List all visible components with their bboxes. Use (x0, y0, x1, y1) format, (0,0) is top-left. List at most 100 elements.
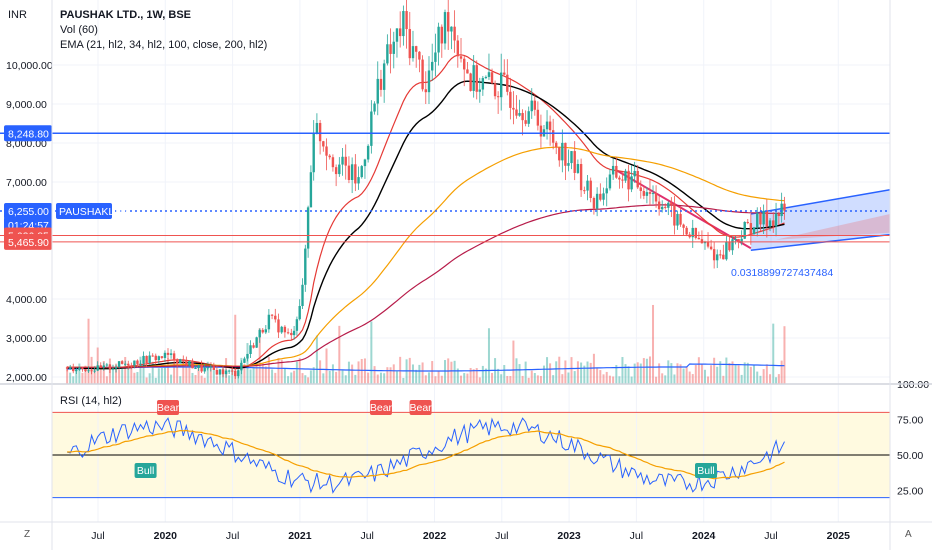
candle-body (312, 133, 315, 173)
volume-bar (228, 375, 231, 384)
candle-body (154, 355, 157, 361)
volume-bar (664, 375, 667, 384)
volume-bar (536, 375, 539, 384)
candle-body (725, 241, 728, 260)
volume-bar (437, 370, 440, 384)
candle-body (651, 193, 655, 195)
volume-bar (645, 358, 648, 384)
volume-bar (602, 374, 605, 384)
candle-body (712, 249, 716, 261)
volume-bar (188, 367, 191, 384)
candle-body (527, 111, 530, 124)
candle-body (127, 363, 130, 366)
candle-body (670, 202, 673, 205)
candle-body (139, 363, 142, 365)
volume-bar (652, 304, 655, 384)
candle-body (350, 164, 354, 180)
candle-body (373, 103, 376, 112)
candle-body (221, 369, 225, 375)
candle-body (506, 74, 509, 92)
candle-body (621, 179, 624, 181)
volume-bar (772, 323, 775, 384)
signal-bear-bg (369, 400, 392, 415)
volume-bar (347, 361, 350, 384)
volume-bar (212, 370, 215, 384)
candle-body (430, 61, 434, 71)
candle-body (255, 337, 258, 348)
candle-body (481, 78, 485, 90)
volume-bar (307, 377, 310, 384)
candle-body (267, 314, 271, 330)
channel-lower (750, 233, 891, 251)
volume-bar (121, 368, 124, 384)
symbol-tag-bg (56, 203, 112, 220)
volume-bar (72, 376, 75, 384)
volume-bar (246, 343, 249, 384)
timezone-button[interactable]: Z (24, 529, 31, 540)
volume-bar (421, 362, 424, 384)
volume-bar (84, 365, 87, 384)
volume-bar (293, 370, 296, 384)
signal-bear-bg (409, 400, 432, 415)
signal-bear-bg (157, 400, 179, 415)
volume-bar (434, 376, 437, 384)
price-tag-text: 5,465.90 (8, 237, 49, 249)
candle-body (768, 220, 772, 227)
candle-body (561, 142, 564, 161)
candle-body (533, 100, 537, 110)
volume-bar (78, 363, 81, 384)
price-tick-label: 2,000.00 (6, 372, 47, 384)
volume-bar (81, 372, 84, 384)
volume-bar (759, 375, 762, 384)
volume-bar (734, 365, 737, 384)
candle-body (493, 83, 497, 97)
candle-body (252, 345, 255, 348)
candle-body (774, 213, 778, 227)
volume-bar (118, 368, 121, 384)
volume-bar (431, 361, 434, 384)
volume-bar (127, 367, 130, 384)
price-tag-bg (4, 203, 52, 220)
volume-bar (197, 364, 200, 384)
price-tag-bg (4, 125, 52, 142)
candle-body (206, 367, 209, 369)
volume-bar (509, 376, 512, 384)
candle-body (234, 370, 237, 377)
volume-bar (231, 367, 234, 384)
candle-body (676, 213, 679, 226)
volume-bar (315, 335, 318, 384)
price-tag-text: 6,255.00 (8, 206, 49, 218)
volume-bar (769, 374, 772, 384)
volume-bar (363, 358, 366, 384)
volume-bar (142, 361, 145, 384)
candle-body (408, 29, 411, 59)
volume-bar (295, 361, 298, 384)
volume-bar (115, 363, 118, 384)
auto-scale-button[interactable]: A (905, 529, 912, 540)
candle-body (579, 164, 583, 191)
candle-body (558, 147, 561, 161)
candle-body (573, 151, 576, 173)
candle-body (722, 254, 725, 260)
candle-body (188, 360, 191, 366)
candle-body (105, 364, 109, 366)
volume-bar (658, 363, 661, 384)
volume-bar (255, 362, 258, 384)
candle-body (783, 203, 786, 211)
volume-bar (105, 376, 108, 384)
candle-body (75, 369, 78, 372)
candle-body (740, 238, 743, 242)
volume-bar (503, 365, 506, 384)
candle-body (567, 163, 570, 166)
candle-body (65, 367, 69, 369)
candle-body (447, 12, 450, 32)
volume-bar (145, 377, 148, 384)
volume-bar (176, 359, 179, 384)
candle-body (315, 122, 319, 134)
candle-body (639, 187, 642, 191)
candle-body (654, 193, 658, 202)
volume-bar (592, 353, 595, 384)
candle-body (765, 210, 769, 227)
volume-bar (402, 377, 405, 384)
